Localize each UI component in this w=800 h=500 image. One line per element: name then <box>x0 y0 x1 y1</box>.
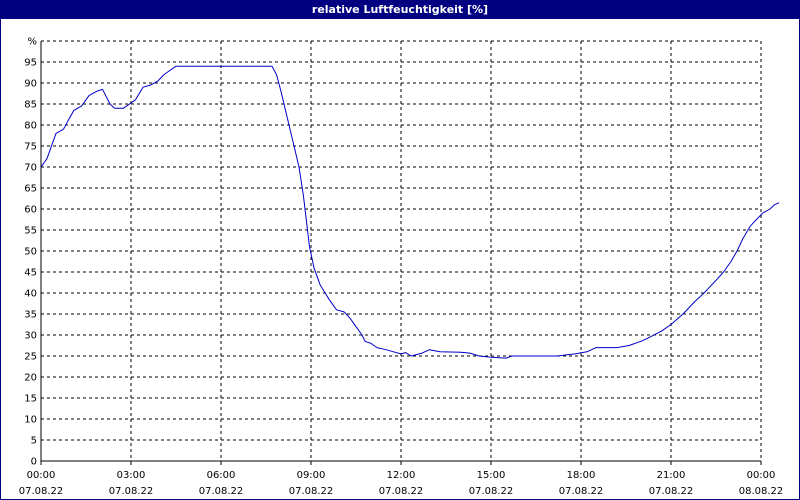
y-axis-unit-label: % <box>27 37 37 48</box>
chart-title: relative Luftfeuchtigkeit [%] <box>1 1 799 19</box>
y-tick-label: 90 <box>24 79 37 90</box>
x-tick-date-label: 07.08.22 <box>649 486 694 497</box>
x-tick-time-label: 06:00 <box>207 470 236 481</box>
y-tick-label: 55 <box>24 226 37 237</box>
axes <box>40 41 762 465</box>
y-tick-label: 75 <box>24 142 37 153</box>
y-tick-label: 40 <box>24 289 37 300</box>
y-tick-label: 60 <box>24 205 37 216</box>
x-tick-time-label: 00:00 <box>747 470 776 481</box>
y-tick-label: 20 <box>24 373 37 384</box>
x-tick-time-label: 18:00 <box>567 470 596 481</box>
y-tick-label: 15 <box>24 394 37 405</box>
y-tick-label: 80 <box>24 121 37 132</box>
x-tick-date-label: 07.08.22 <box>559 486 604 497</box>
y-tick-label: 65 <box>24 184 37 195</box>
x-tick-time-label: 00:00 <box>27 470 56 481</box>
y-tick-label: 30 <box>24 331 37 342</box>
y-tick-label: 0 <box>31 457 37 468</box>
x-tick-date-label: 07.08.22 <box>379 486 424 497</box>
x-tick-date-label: 07.08.22 <box>469 486 514 497</box>
x-tick-date-label: 07.08.22 <box>19 486 64 497</box>
tick-labels: 0 5 10 15 20 25 30 35 40 45 50 55 60 65 70 75 80 85 90 95% 0… <box>19 37 784 498</box>
x-tick-time-label: 03:00 <box>117 470 146 481</box>
humidity-series-line <box>40 65 780 359</box>
series <box>40 65 780 359</box>
y-tick-label: 5 <box>31 436 37 447</box>
x-tick-time-label: 09:00 <box>297 470 326 481</box>
y-tick-label: 25 <box>24 352 37 363</box>
x-tick-date-label: 08.08.22 <box>739 486 784 497</box>
y-tick-label: 45 <box>24 268 37 279</box>
x-tick-date-label: 07.08.22 <box>289 486 334 497</box>
x-tick-time-label: 21:00 <box>657 470 686 481</box>
y-tick-label: 85 <box>24 100 37 111</box>
y-tick-label: 95 <box>24 58 37 69</box>
y-tick-label: 10 <box>24 415 37 426</box>
x-tick-date-label: 07.08.22 <box>199 486 244 497</box>
x-tick-time-label: 15:00 <box>477 470 506 481</box>
grid <box>41 40 762 461</box>
y-tick-label: 50 <box>24 247 37 258</box>
x-tick-date-label: 07.08.22 <box>109 486 154 497</box>
x-tick-time-label: 12:00 <box>387 470 416 481</box>
y-tick-label: 35 <box>24 310 37 321</box>
y-tick-label: 70 <box>24 163 37 174</box>
